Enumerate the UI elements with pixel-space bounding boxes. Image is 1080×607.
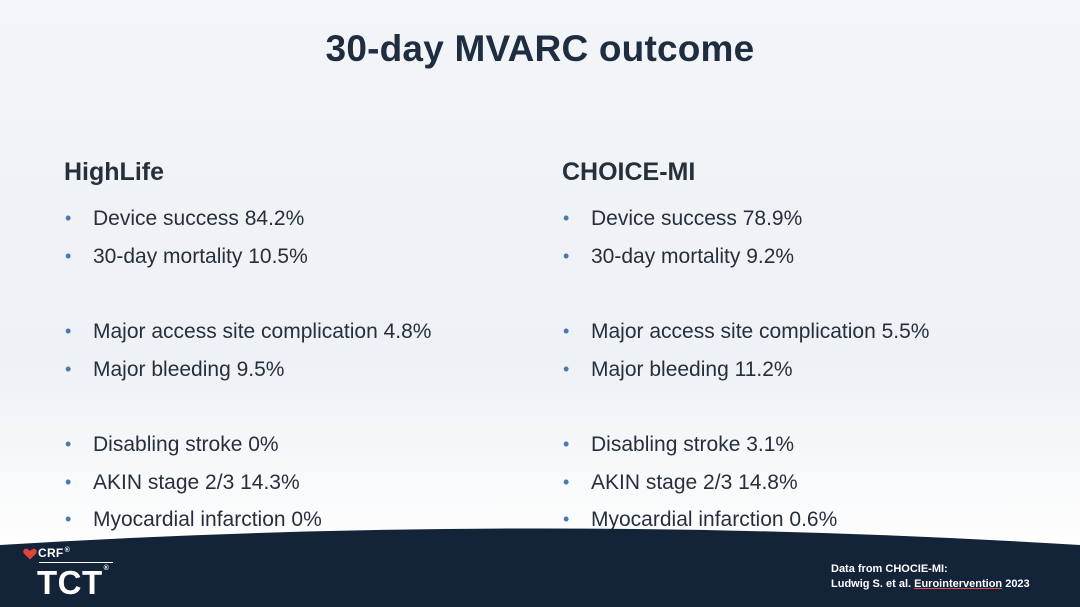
outcome-list: • Device success 78.9% • 30-day mortality …: [562, 200, 1042, 539]
list-item: • Major access site complication 4.8%: [64, 313, 544, 351]
list-item: • AKIN stage 2/3 14.3%: [64, 464, 544, 502]
list-item-text: AKIN stage 2/3 14.8%: [591, 470, 798, 494]
registered-mark: ®: [64, 547, 71, 554]
list-item-text: Major bleeding 11.2%: [591, 357, 793, 381]
list-item: • Device success 78.9%: [562, 200, 1042, 238]
source-line-2: Ludwig S. et al. Eurointervention 2023: [831, 577, 1030, 592]
bullet-icon: •: [563, 208, 570, 228]
list-item: • Major bleeding 9.5%: [64, 351, 544, 389]
source-journal: Eurointervention: [914, 578, 1003, 590]
list-item-text: Device success 78.9%: [591, 207, 803, 230]
list-item-text: 30-day mortality 9.2%: [591, 244, 795, 268]
logo-divider: [39, 562, 113, 563]
heart-logo-icon: [23, 548, 37, 560]
registered-mark: ®: [103, 565, 110, 572]
list-item-text: Device success 84.2%: [93, 207, 305, 230]
bullet-icon: •: [563, 434, 570, 454]
source-citation: Data from CHOCIE-MI: Ludwig S. et al. Eu…: [831, 562, 1030, 592]
slide-title: 30-day MVARC outcome: [325, 28, 755, 69]
list-item: • Major bleeding 11.2%: [562, 351, 1042, 389]
logo-crf-text: CRF: [38, 546, 64, 560]
logo-tct: TCT®: [37, 564, 109, 602]
footer-band-shape: [0, 528, 1080, 607]
list-item: • Myocardial infarction 0.6%: [562, 501, 1042, 539]
list-item-text: Myocardial infarction 0.6%: [591, 508, 838, 531]
column-heading: CHOICE-MI: [562, 158, 696, 186]
bullet-icon: •: [65, 471, 72, 492]
list-item: • Myocardial infarction 0%: [64, 501, 544, 539]
list-item-text: Disabling stroke 0%: [93, 433, 279, 456]
source-line-1: Data from CHOCIE-MI:: [831, 563, 948, 575]
list-item-text: Myocardial infarction 0%: [93, 508, 322, 531]
bullet-icon: •: [65, 509, 72, 529]
bullet-icon: •: [563, 321, 570, 341]
list-item-text: 30-day mortality 10.5%: [93, 244, 308, 268]
list-item: • Major access site complication 5.5%: [562, 313, 1042, 351]
bullet-icon: •: [65, 245, 72, 266]
list-item-text: Major access site complication 5.5%: [591, 320, 930, 343]
bullet-icon: •: [563, 471, 570, 492]
list-item-text: AKIN stage 2/3 14.3%: [93, 470, 300, 494]
bullet-icon: •: [563, 358, 570, 379]
column-highlife: HighLife • Device success 84.2% • 30-day m…: [64, 156, 544, 539]
list-item-text: Disabling stroke 3.1%: [591, 433, 795, 456]
list-item: • Device success 84.2%: [64, 200, 544, 238]
slide-background: [0, 0, 1080, 560]
source-year: 2023: [1002, 578, 1030, 590]
list-item: • 30-day mortality 9.2%: [562, 238, 1042, 276]
bullet-icon: •: [563, 245, 570, 266]
bullet-icon: •: [563, 509, 570, 529]
source-authors: Ludwig S. et al.: [831, 578, 915, 590]
bullet-icon: •: [65, 358, 72, 379]
bullet-icon: •: [65, 208, 72, 228]
column-choice-mi: CHOICE-MI • Device success 78.9% • 30-day …: [562, 156, 1042, 539]
outcome-list: • Device success 84.2% • 30-day mortality …: [64, 200, 544, 539]
list-item: • Disabling stroke 3.1%: [562, 426, 1042, 464]
bullet-icon: •: [65, 321, 72, 341]
logo-crf: CRF®: [38, 546, 70, 560]
logo-tct-text: TCT: [37, 564, 103, 601]
list-item-text: Major access site complication 4.8%: [93, 320, 432, 343]
list-item-text: Major bleeding 9.5%: [93, 357, 285, 381]
column-heading: HighLife: [64, 158, 164, 186]
list-item: • 30-day mortality 10.5%: [64, 238, 544, 276]
bullet-icon: •: [65, 434, 72, 454]
list-item: • Disabling stroke 0%: [64, 426, 544, 464]
list-item: • AKIN stage 2/3 14.8%: [562, 464, 1042, 502]
